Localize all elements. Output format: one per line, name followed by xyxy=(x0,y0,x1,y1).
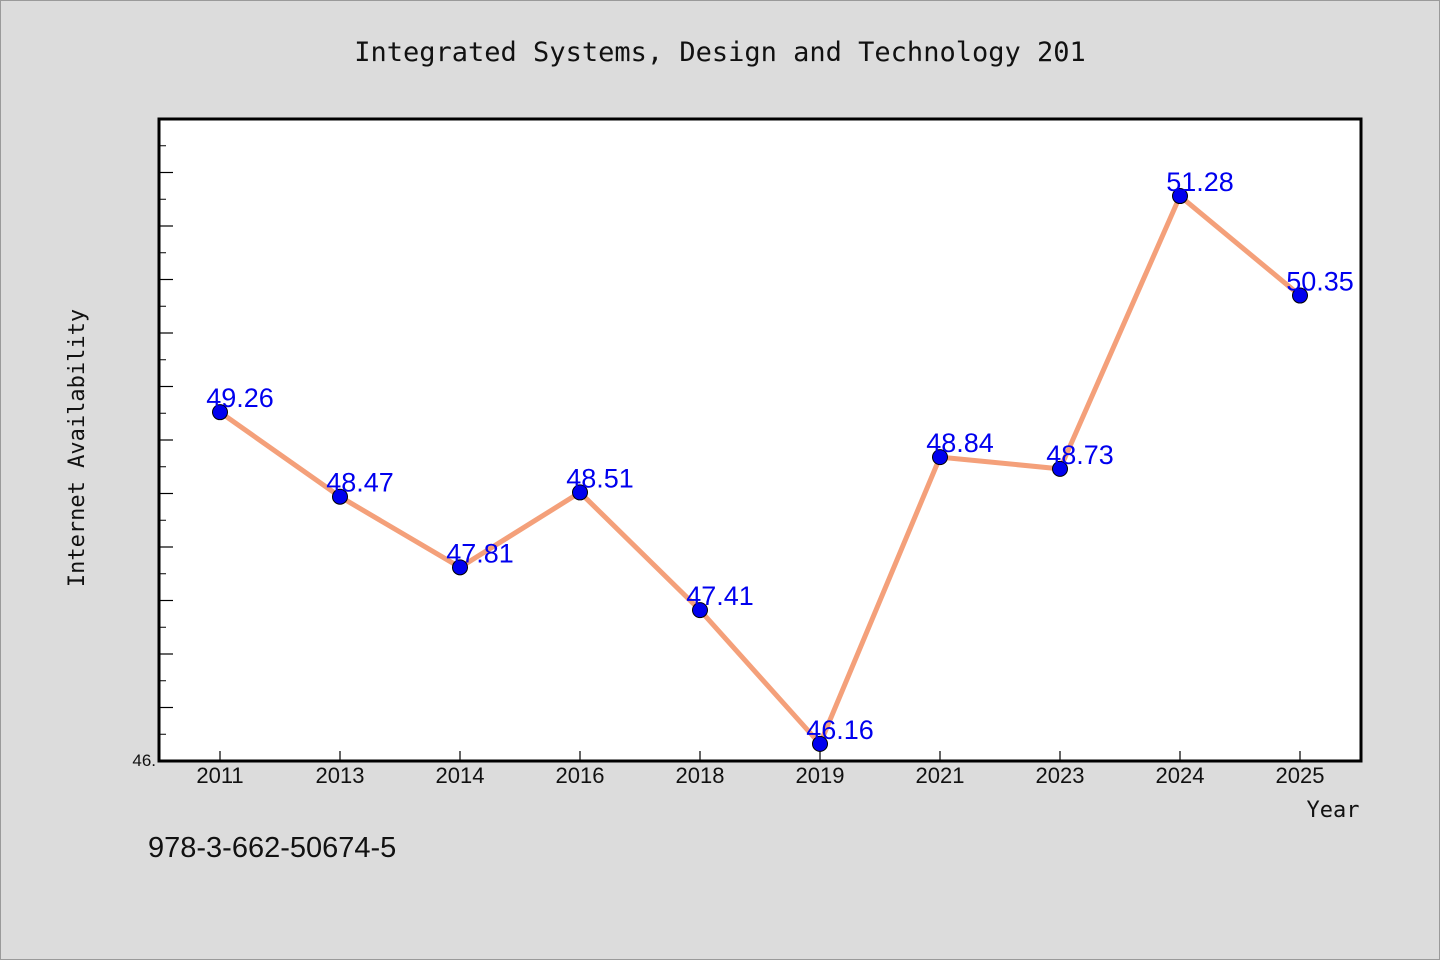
data-point-marker xyxy=(692,602,708,619)
x-tick-label: 2016 xyxy=(556,763,605,788)
data-label: 48.73 xyxy=(1046,440,1114,470)
markers-group xyxy=(212,188,1308,752)
x-tick-label: 2014 xyxy=(436,763,485,788)
x-tick-label: 2019 xyxy=(796,763,845,788)
data-label: 48.84 xyxy=(926,428,994,458)
x-tick-label: 2013 xyxy=(316,763,365,788)
isbn-text: 978-3-662-50674-5 xyxy=(148,832,397,864)
data-label: 47.81 xyxy=(446,538,514,568)
data-point-marker xyxy=(932,449,948,466)
x-tick-label: 2024 xyxy=(1156,763,1205,788)
data-point-marker xyxy=(1052,460,1068,477)
data-label: 50.35 xyxy=(1286,267,1354,297)
data-point-marker xyxy=(332,488,348,505)
series-line xyxy=(217,193,1303,747)
data-point-marker xyxy=(452,559,468,576)
series-line-group xyxy=(217,193,1303,747)
x-tick-label: 2021 xyxy=(916,763,965,788)
data-label: 47.41 xyxy=(686,581,754,611)
data-point-marker xyxy=(572,484,588,501)
plot-area xyxy=(157,117,1363,763)
data-point-marker xyxy=(1292,287,1308,304)
y-axis-label: Internet Availability xyxy=(65,309,90,587)
x-axis-label: Year xyxy=(1307,798,1360,823)
data-point-marker xyxy=(812,735,828,752)
x-tick-label: 2011 xyxy=(196,763,243,788)
y-tick-label: 46. xyxy=(132,751,156,770)
data-point-marker xyxy=(1172,188,1188,205)
data-label: 49.26 xyxy=(206,383,274,413)
data-labels-group: 49.26 48.47 47.81 48.51 47.41 46.16 48.84 48.73… xyxy=(206,167,1354,745)
x-tick-label: 2023 xyxy=(1036,763,1085,788)
data-label: 48.47 xyxy=(326,468,394,498)
x-axis-ticks: 2011 2013 2014 2016 2018 2019 2021 2023 2024 2025 xyxy=(196,751,1324,788)
chart-title: Integrated Systems, Design and Technolog… xyxy=(354,37,1086,68)
x-tick-label: 2025 xyxy=(1276,763,1325,788)
data-label: 46.16 xyxy=(806,715,874,745)
data-label: 51.28 xyxy=(1166,167,1234,197)
data-point-marker xyxy=(212,404,228,421)
y-axis-ticks xyxy=(159,118,173,762)
x-tick-label: 2018 xyxy=(676,763,725,788)
data-label: 48.51 xyxy=(566,463,634,493)
